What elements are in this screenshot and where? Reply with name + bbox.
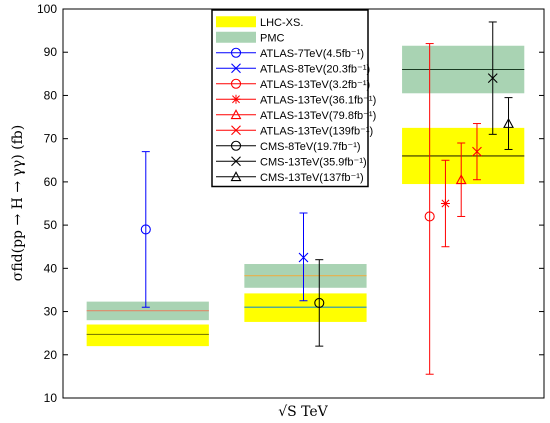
legend-marker-x (231, 63, 241, 74)
legend-marker-x (231, 125, 241, 136)
y-tick-label: 10 (44, 391, 58, 405)
x-axis-label: √S TeV (278, 404, 328, 420)
legend-entry: CMS-8TeV(19.7fb⁻¹) (216, 140, 361, 153)
y-tick-label: 20 (44, 348, 58, 362)
data-point-2-0 (424, 43, 435, 375)
legend-marker-circle (230, 47, 242, 58)
legend-marker-circle (230, 140, 242, 151)
legend-label: PMC (260, 32, 285, 44)
y-tick-label: 30 (44, 305, 58, 319)
y-tick-label: 40 (44, 261, 58, 275)
data-point-6-0 (314, 259, 325, 347)
y-tick-label: 70 (44, 132, 58, 146)
legend: LHC-XS. PMC ATLAS-7TeV(4.5fb⁻¹) ATLAS-8TeV(… (211, 9, 376, 188)
marker-circle (314, 297, 325, 308)
legend-label: ATLAS-13TeV(3.2fb⁻¹) (260, 79, 370, 91)
legend-label: CMS-13TeV(35.9fb⁻¹) (260, 156, 367, 168)
data-point-3-0 (440, 159, 450, 248)
marker-triangle (455, 174, 467, 185)
legend-entry: ATLAS-8TeV(20.3fb⁻¹) (216, 63, 370, 75)
plot-frame (62, 8, 545, 399)
legend-entry: CMS-13TeV(137fb⁻¹) (216, 171, 364, 184)
legend-swatch (216, 31, 256, 43)
legend-entry: ATLAS-13TeV(3.2fb⁻¹) (216, 78, 370, 91)
y-tick-label: 80 (44, 88, 58, 102)
marker-x (487, 73, 498, 84)
legend-marker-star (231, 94, 241, 104)
marker-triangle (503, 117, 514, 128)
legend-marker-triangle (230, 109, 242, 120)
legend-label: ATLAS-13TeV(79.8fb⁻¹) (260, 110, 376, 122)
legend-entry: PMC (216, 31, 285, 44)
legend-label: ATLAS-7TeV(4.5fb⁻¹) (260, 48, 364, 60)
data-point-1-0 (298, 212, 309, 302)
data-point-8-0 (503, 97, 514, 150)
y-tick-label: 50 (44, 218, 58, 232)
legend-label: CMS-8TeV(19.7fb⁻¹) (260, 141, 361, 153)
legend-label: ATLAS-13TeV(36.1fb⁻¹) (260, 94, 376, 106)
y-tick-label: 90 (44, 45, 58, 59)
data-point-4-0 (455, 142, 467, 217)
legend-swatch (216, 16, 256, 28)
y-tick-label: 100 (37, 2, 57, 16)
legend-entry: ATLAS-7TeV(4.5fb⁻¹) (216, 47, 364, 60)
legend-label: LHC-XS. (260, 17, 303, 29)
marker-x (298, 252, 309, 263)
marker-circle (140, 224, 151, 235)
band-lhc-xs-0 (86, 324, 209, 347)
marker-star (440, 199, 450, 208)
legend-marker-x (231, 156, 241, 167)
legend-marker-circle (230, 78, 242, 89)
legend-label: ATLAS-8TeV(20.3fb⁻¹) (260, 63, 370, 75)
data-point-7-0 (487, 21, 498, 135)
errorbars-layer (140, 21, 514, 375)
y-tick-label: 60 (44, 175, 58, 189)
legend-entry: ATLAS-13TeV(139fb⁻¹) (216, 125, 373, 137)
marker-circle (424, 211, 435, 222)
data-point-0-0 (140, 151, 151, 308)
legend-label: ATLAS-13TeV(139fb⁻¹) (260, 125, 373, 137)
legend-label: CMS-13TeV(137fb⁻¹) (260, 172, 364, 184)
legend-entry: ATLAS-13TeV(79.8fb⁻¹) (216, 109, 376, 122)
y-axis-ticks: 10 20 30 40 50 60 70 80 90 100 (37, 2, 544, 405)
legend-entry: LHC-XS. (216, 16, 303, 29)
marker-x (472, 146, 482, 157)
bands-layer (86, 45, 525, 347)
legend-entry: ATLAS-13TeV(36.1fb⁻¹) (216, 94, 376, 106)
legend-entry: CMS-13TeV(35.9fb⁻¹) (216, 156, 367, 168)
data-point-5-0 (472, 123, 482, 181)
y-axis-label: σfid(pp → H → γγ) (fb) (10, 125, 26, 281)
legend-marker-triangle (230, 171, 242, 182)
